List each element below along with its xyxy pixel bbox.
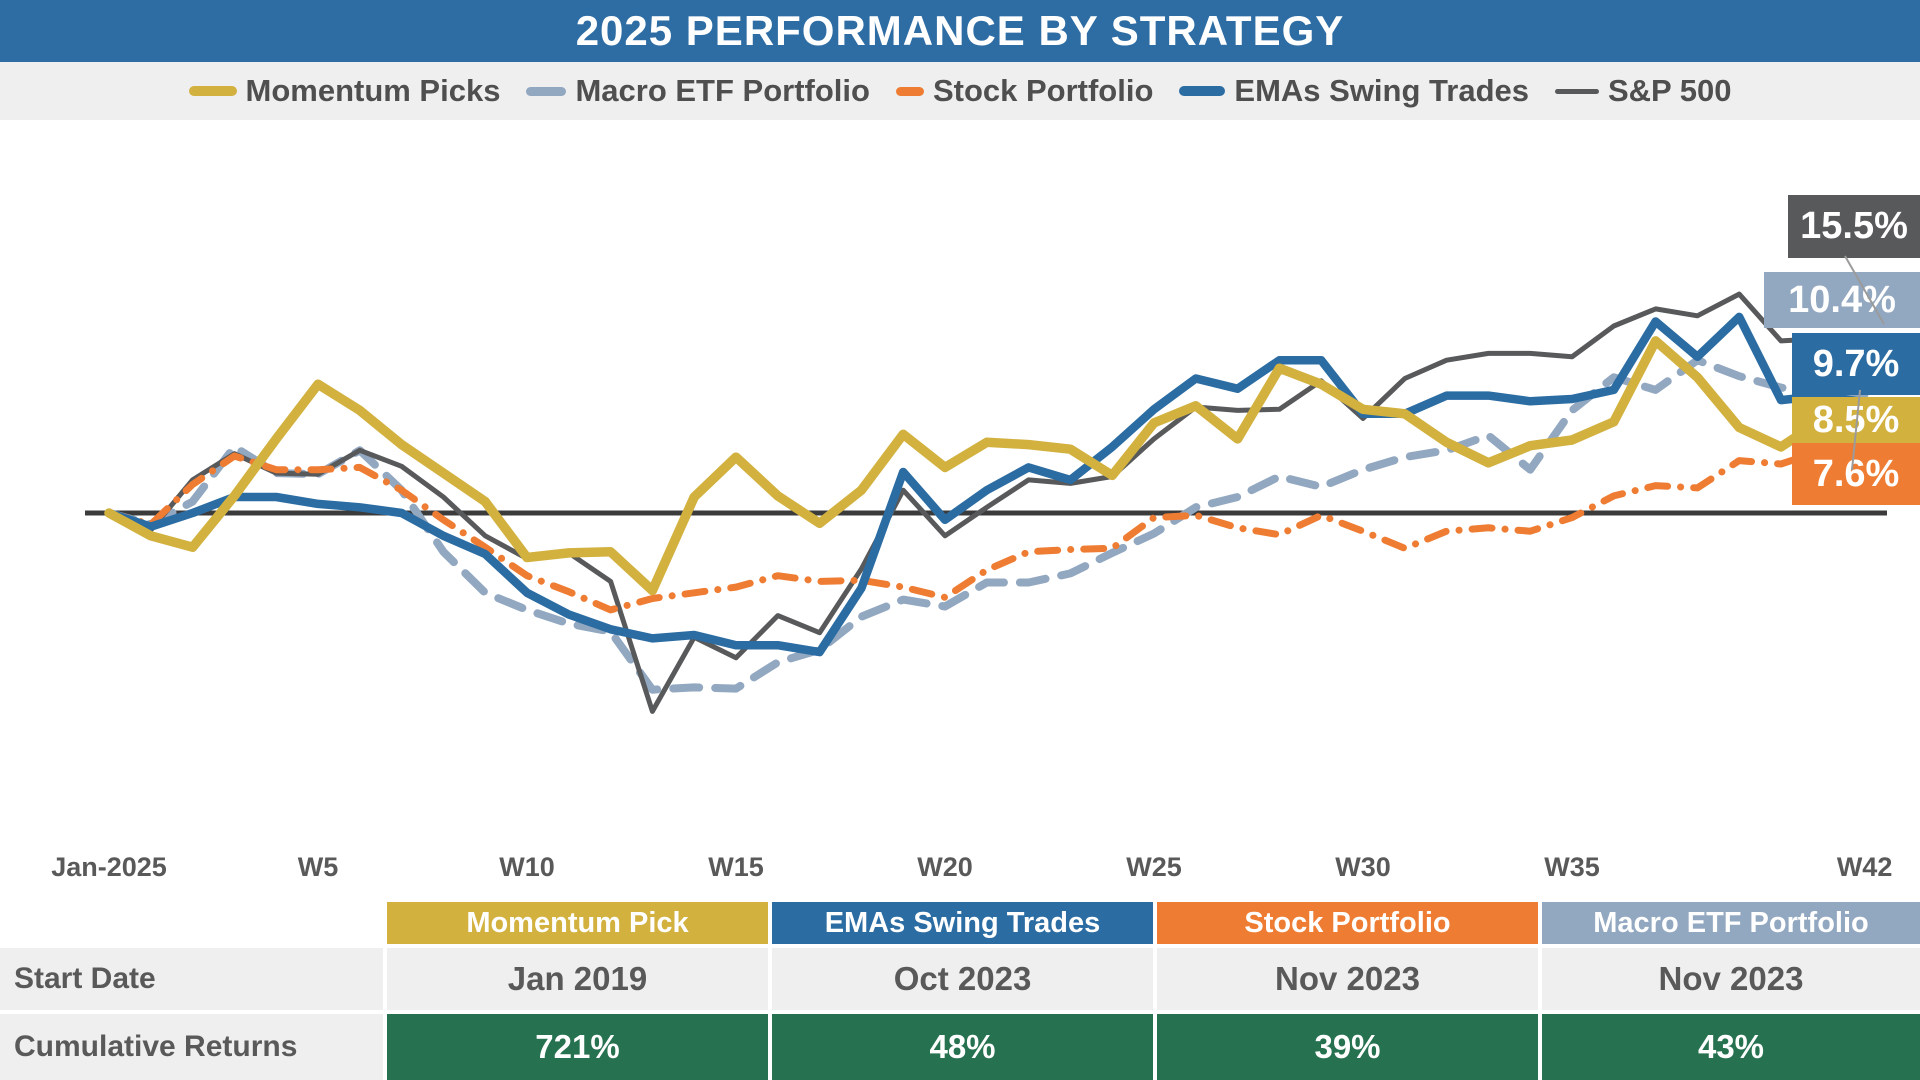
page-title: 2025 PERFORMANCE BY STRATEGY — [575, 7, 1345, 54]
x-tick-jan-2025: Jan-2025 — [51, 852, 167, 882]
end-label-stock: 7.6% — [1792, 443, 1920, 505]
legend-item-stock-portfolio: Stock Portfolio — [895, 73, 1154, 109]
x-tick-w42: W42 — [1836, 852, 1893, 882]
cumulative-return-stock-portfolio: 39% — [1157, 1014, 1538, 1080]
table-corner-cell — [0, 902, 383, 944]
legend-label: S&P 500 — [1607, 73, 1732, 108]
x-tick-w20: W20 — [917, 852, 973, 882]
x-tick-w35: W35 — [1544, 852, 1600, 882]
emas-swing-trades-line-swatch-icon — [1179, 86, 1226, 96]
row-label-start-date: Start Date — [0, 948, 383, 1010]
x-tick-w5: W5 — [297, 852, 339, 882]
series-line-emas-swing-trades — [104, 312, 1869, 657]
legend-label: Momentum Picks — [245, 73, 501, 108]
title-bar: 2025 PERFORMANCE BY STRATEGY — [0, 0, 1920, 62]
legend-label: Macro ETF Portfolio — [575, 73, 870, 108]
end-label-macro: 10.4% — [1764, 272, 1920, 328]
x-tick-w30: W30 — [1335, 852, 1391, 882]
start-date-macro-etf-portfolio: Nov 2023 — [1542, 948, 1920, 1010]
series-line-stock-portfolio — [105, 422, 1869, 614]
legend-item-emas-swing-trades: EMAs Swing Trades — [1179, 73, 1529, 109]
table-header-stock-portfolio: Stock Portfolio — [1157, 902, 1538, 944]
end-label-momentum: 8.5% — [1792, 397, 1920, 443]
start-date-stock-portfolio: Nov 2023 — [1157, 948, 1538, 1010]
start-date-momentum-pick: Jan 2019 — [387, 948, 768, 1010]
s-p-500-line-swatch-icon — [1554, 88, 1599, 94]
table-header-macro-etf-portfolio: Macro ETF Portfolio — [1542, 902, 1920, 944]
legend-label: Stock Portfolio — [932, 73, 1154, 108]
macro-etf-portfolio-line-swatch-icon — [526, 86, 567, 96]
legend-item-s-p-500: S&P 500 — [1554, 73, 1732, 109]
end-label-sp500: 15.5% — [1788, 195, 1920, 258]
x-tick-w15: W15 — [708, 852, 764, 882]
legend-item-momentum-picks: Momentum Picks — [188, 73, 501, 109]
row-label-cumulative-returns: Cumulative Returns — [0, 1014, 383, 1080]
x-tick-w10: W10 — [499, 852, 555, 882]
table-header-momentum-pick: Momentum Pick — [387, 902, 768, 944]
start-date-emas-swing-trades: Oct 2023 — [772, 948, 1153, 1010]
strategy-summary-table: Momentum Pick EMAs Swing Trades Stock Port… — [0, 902, 1920, 1080]
series-line-macro-etf-portfolio — [105, 356, 1869, 694]
cumulative-return-macro-etf-portfolio: 43% — [1542, 1014, 1920, 1080]
stock-portfolio-line-swatch-icon — [895, 86, 924, 96]
legend-label: EMAs Swing Trades — [1234, 73, 1529, 108]
end-label-emas: 9.7% — [1792, 333, 1920, 395]
legend-item-macro-etf-portfolio: Macro ETF Portfolio — [526, 73, 870, 109]
cumulative-return-emas-swing-trades: 48% — [772, 1014, 1153, 1080]
chart-legend: Momentum Picks Macro ETF Portfolio Stock P… — [0, 62, 1920, 120]
series-line-s-p-500 — [106, 291, 1868, 714]
x-tick-w25: W25 — [1126, 852, 1182, 882]
series-line-momentum-picks — [104, 336, 1870, 596]
cumulative-return-momentum-pick: 721% — [387, 1014, 768, 1080]
momentum-picks-line-swatch-icon — [188, 86, 237, 96]
table-header-emas-swing-trades: EMAs Swing Trades — [772, 902, 1153, 944]
